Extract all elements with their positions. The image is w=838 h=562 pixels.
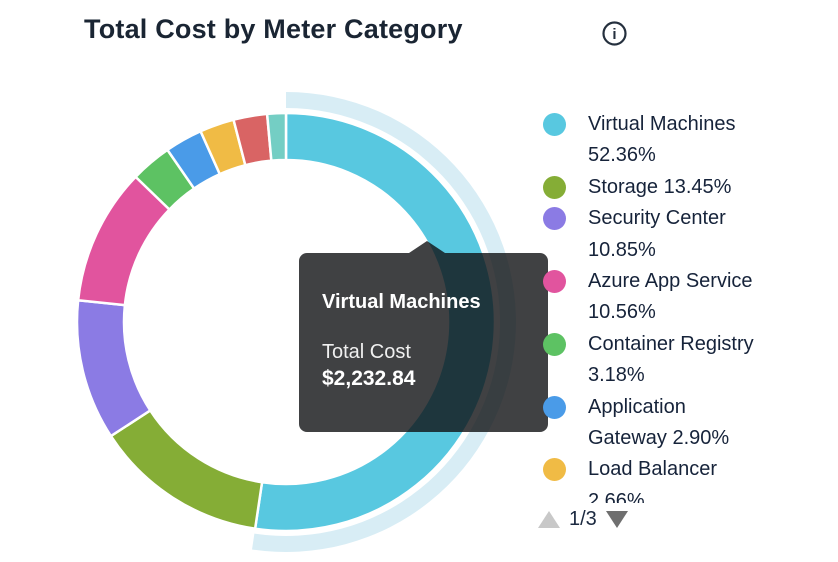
page-down-button[interactable] bbox=[605, 511, 628, 528]
legend-label: Security Center 10.85% bbox=[588, 207, 726, 261]
legend-dot bbox=[543, 270, 566, 294]
donut-slice-storage[interactable] bbox=[109, 409, 264, 530]
legend-item-load-balancer[interactable]: Load Balancer 2.66% bbox=[543, 454, 793, 503]
legend-label: Application Gateway 2.90% bbox=[588, 395, 730, 450]
legend-dot bbox=[543, 175, 566, 199]
legend-pagination: 1/3 bbox=[538, 508, 628, 531]
info-icon[interactable]: i bbox=[601, 20, 628, 47]
page-title: Total Cost by Meter Category bbox=[84, 14, 463, 44]
donut-slice-unlabeled-8[interactable] bbox=[265, 111, 288, 162]
legend-item-virtual-machines[interactable]: Virtual Machines 52.36% bbox=[543, 109, 793, 172]
legend-label: Azure App Service 10.56% bbox=[588, 270, 753, 324]
legend-item-azure-app-service[interactable]: Azure App Service 10.56% bbox=[543, 266, 793, 329]
donut-slice-security-center[interactable] bbox=[75, 298, 152, 438]
svg-text:i: i bbox=[612, 26, 616, 43]
legend-label: Virtual Machines 52.36% bbox=[588, 113, 736, 167]
legend-item-storage[interactable]: Storage 13.45% bbox=[543, 172, 793, 203]
legend-dot bbox=[543, 332, 566, 356]
legend: Virtual Machines 52.36% Storage 13.45% Sec… bbox=[543, 109, 793, 503]
page-up-button[interactable] bbox=[538, 511, 560, 528]
legend-label: Container Registry 3.18% bbox=[588, 332, 754, 387]
page-indicator: 1/3 bbox=[569, 508, 597, 530]
legend-dot bbox=[543, 207, 566, 231]
legend-item-container-registry[interactable]: Container Registry 3.18% bbox=[543, 329, 793, 392]
legend-dot bbox=[543, 395, 566, 419]
legend-dot bbox=[543, 113, 566, 136]
legend-label: Load Balancer 2.66% bbox=[588, 458, 717, 503]
legend-dot bbox=[543, 458, 566, 482]
legend-label: Storage 13.45% bbox=[588, 175, 732, 198]
legend-item-security-center[interactable]: Security Center 10.85% bbox=[543, 203, 793, 266]
legend-item-application-gateway[interactable]: Application Gateway 2.90% bbox=[543, 392, 793, 455]
